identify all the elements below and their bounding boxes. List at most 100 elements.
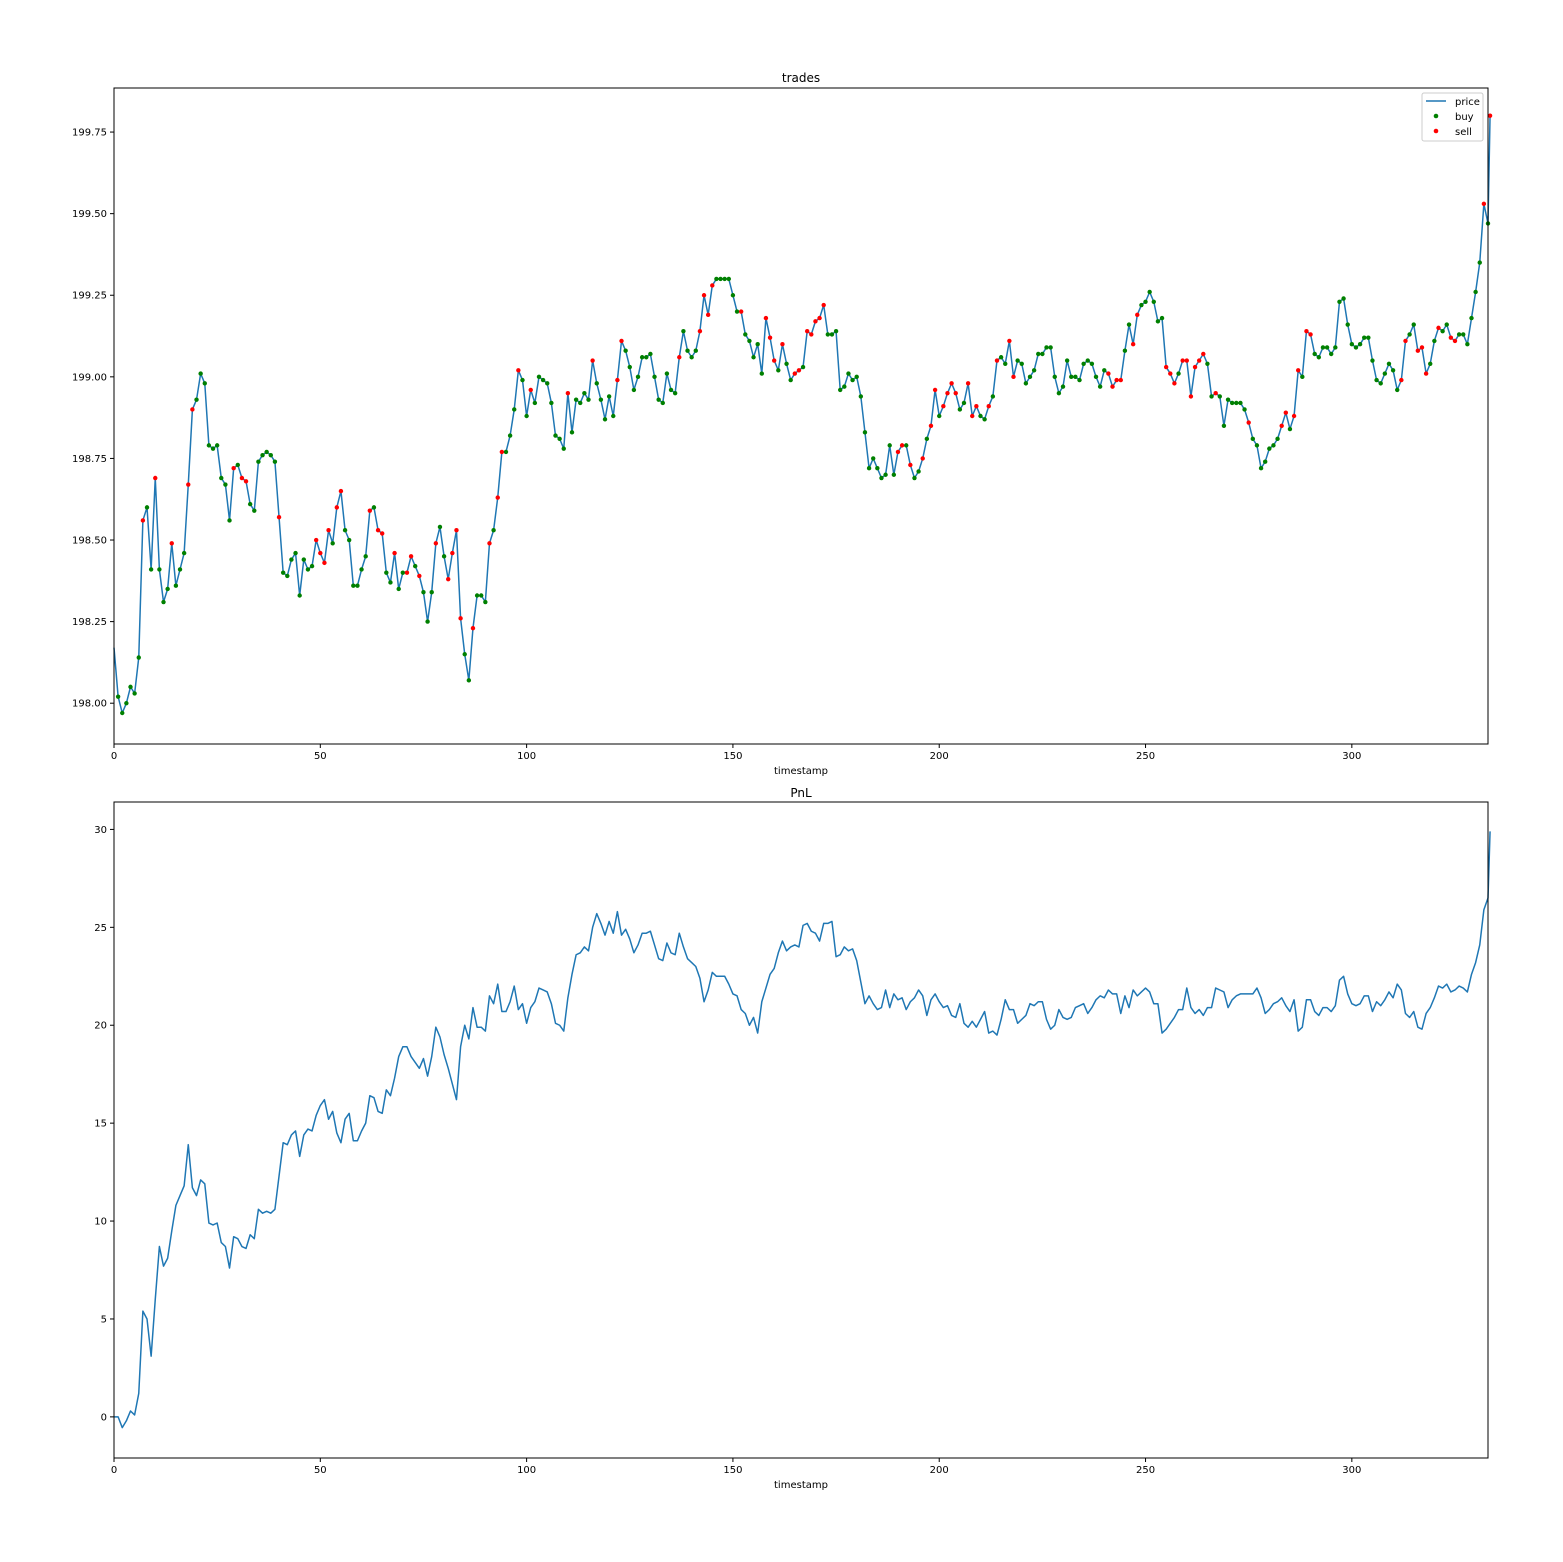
- buy-point: [1465, 341, 1470, 347]
- buy-point: [829, 332, 835, 337]
- buy-point: [846, 371, 851, 376]
- buy-point: [198, 371, 203, 376]
- buy-point: [1432, 338, 1437, 344]
- buy-point: [194, 397, 199, 402]
- sell-point: [908, 462, 913, 468]
- buy-point: [850, 377, 855, 383]
- pnl-y-tick-label: 25: [94, 923, 107, 934]
- trades-chart: trades 0 50 100 150 200 250 300 198.00198.2519…: [72, 71, 1493, 777]
- sell-point: [1452, 338, 1458, 344]
- sell-point: [974, 404, 979, 409]
- trades-x-axis-label: timestamp: [774, 766, 828, 777]
- buy-point: [1056, 390, 1062, 396]
- pnl-x-tick-label: 150: [723, 1465, 742, 1476]
- buy-point: [1097, 384, 1103, 389]
- buy-point: [561, 446, 566, 451]
- buy-point: [1040, 351, 1045, 357]
- buy-point: [256, 459, 261, 464]
- buy-point: [235, 462, 240, 468]
- sell-point: [941, 404, 946, 409]
- sell-point: [813, 319, 818, 324]
- legend-price-label: price: [1455, 97, 1480, 108]
- buy-point: [210, 446, 216, 451]
- sell-point: [239, 475, 245, 481]
- buy-point: [982, 417, 987, 422]
- buy-point: [578, 400, 583, 406]
- buy-point: [1324, 345, 1330, 350]
- sell-point: [458, 616, 463, 621]
- buy-point: [714, 276, 719, 282]
- sell-point: [792, 371, 798, 376]
- buy-point: [342, 528, 348, 533]
- sell-point: [738, 309, 744, 314]
- sell-point: [276, 514, 282, 520]
- buy-point: [1019, 361, 1024, 366]
- buy-point: [569, 430, 575, 435]
- buy-point: [875, 466, 880, 471]
- buy-point: [1015, 358, 1020, 363]
- sell-point: [1184, 358, 1189, 363]
- sell-point: [1291, 413, 1297, 419]
- buy-point: [1060, 384, 1066, 389]
- buy-point: [252, 508, 257, 513]
- sell-point: [1423, 371, 1429, 376]
- sell-point: [1283, 410, 1289, 415]
- legend-buy-label: buy: [1455, 112, 1474, 123]
- buy-point: [957, 407, 963, 412]
- buy-point: [1353, 345, 1359, 350]
- buy-point: [837, 387, 843, 393]
- buy-point: [421, 590, 426, 595]
- pnl-x-tick-label: 0: [111, 1465, 117, 1476]
- sell-point: [417, 573, 422, 579]
- buy-point: [264, 449, 269, 455]
- buy-point: [1126, 322, 1132, 327]
- buy-point: [1300, 374, 1305, 380]
- buy-point: [582, 390, 587, 396]
- sell-point: [1419, 345, 1425, 350]
- buy-point: [1159, 315, 1165, 321]
- sell-point: [1304, 328, 1309, 334]
- sell-point: [318, 550, 323, 556]
- sell-point: [1188, 394, 1194, 399]
- buy-point: [1254, 443, 1260, 448]
- buy-point: [1329, 351, 1334, 357]
- buy-point: [1242, 407, 1247, 412]
- buy-point: [223, 482, 228, 487]
- buy-point: [1069, 374, 1074, 380]
- buy-point: [206, 443, 212, 448]
- buy-point: [305, 567, 311, 572]
- buy-point: [573, 397, 579, 402]
- sell-point: [1415, 348, 1421, 353]
- sell-point: [1110, 384, 1115, 389]
- buy-point: [280, 570, 286, 575]
- trades-y-ticks: 198.00 198.25 198.50 198.75 199.00 199.25 199.…: [72, 128, 114, 710]
- buy-point: [136, 655, 141, 660]
- sell-point: [1481, 201, 1487, 207]
- buy-point: [1287, 426, 1293, 432]
- buy-point: [540, 377, 546, 383]
- sell-point: [928, 423, 934, 428]
- buy-point: [1395, 387, 1400, 393]
- buy-point: [759, 371, 765, 376]
- trades-x-tick-label: 250: [1136, 751, 1155, 762]
- pnl-plot-area: [114, 831, 1491, 1429]
- buy-point: [115, 694, 121, 699]
- sell-point: [1172, 381, 1177, 386]
- sell-point: [1163, 364, 1169, 370]
- sell-point: [1201, 351, 1206, 357]
- sell-point: [1487, 113, 1493, 118]
- buy-point: [536, 374, 542, 380]
- buy-point: [1143, 299, 1148, 304]
- buy-point: [309, 563, 315, 569]
- buy-point: [483, 599, 488, 605]
- sell-point: [809, 332, 814, 337]
- pnl-y-tick-label: 10: [94, 1217, 107, 1228]
- pnl-title: PnL: [790, 786, 812, 800]
- pnl-x-tick-label: 250: [1136, 1465, 1155, 1476]
- sell-point: [895, 449, 901, 455]
- buy-point: [413, 563, 418, 569]
- buy-point: [1176, 371, 1181, 376]
- buy-point: [1461, 332, 1466, 337]
- buy-point: [883, 472, 888, 477]
- buy-point: [1258, 466, 1264, 471]
